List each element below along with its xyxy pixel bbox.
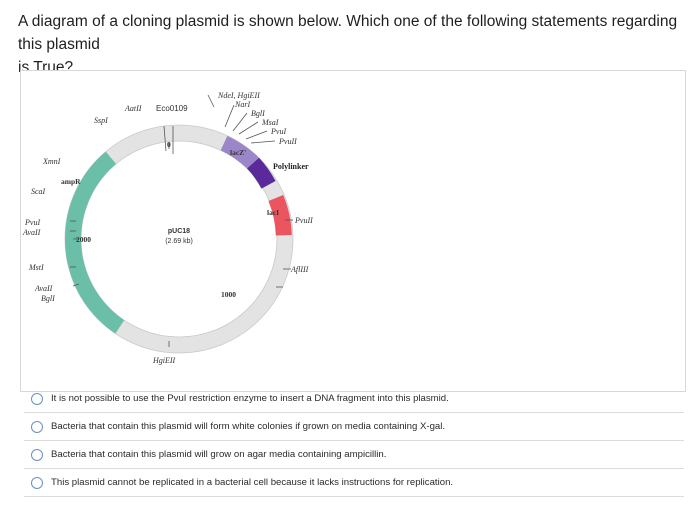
label-pvuII-right: PvuII [294,216,313,225]
label-aatII: AatII [124,104,142,113]
plasmid-map: AatII Eco0109 SspI 0 NdeI, HgiEII NarI B… [22,91,313,365]
plasmid-ring-outer-edge [64,124,294,354]
label-pvuII-top: PvuII [278,137,297,146]
label-2000: 2000 [76,235,91,244]
option-label: This plasmid cannot be replicated in a b… [51,477,454,488]
plasmid-size: (2.69 kb) [165,238,193,245]
label-eco0109: Eco0109 [156,104,188,113]
label-scaI: ScaI [31,187,46,196]
label-bglI-top: BglI [251,109,265,118]
amp-resistance-segment [65,151,125,334]
label-mstI: MstI [28,263,44,272]
option-2[interactable]: Bacteria that contain this plasmid will … [24,413,684,441]
option-4[interactable]: This plasmid cannot be replicated in a b… [24,469,684,497]
option-3[interactable]: Bacteria that contain this plasmid will … [24,441,684,469]
plasmid-diagram-panel: AatII Eco0109 SspI 0 NdeI, HgiEII NarI B… [20,70,686,392]
plasmid-name: pUC18 [168,228,190,235]
radio-button[interactable] [31,448,43,461]
label-bglI-low: BglI [41,294,55,303]
radio-button[interactable] [31,476,43,489]
label-pvuI-left: PvuI [24,218,40,227]
radio-button[interactable] [31,392,43,405]
option-label: It is not possible to use the PvuI restr… [51,393,449,404]
label-lacz: lacZ' [230,148,246,157]
polylinker-segment [246,157,276,189]
label-ampr: ampR [61,177,81,186]
label-polylinker: Polylinker [273,162,309,171]
question-text: A diagram of a cloning plasmid is shown … [18,10,686,79]
answer-options: It is not possible to use the PvuI restr… [24,385,684,497]
radio-button[interactable] [31,420,43,433]
label-narI: NarI [234,100,250,109]
label-msaI: MsaI [261,118,279,127]
question-line-1: A diagram of a cloning plasmid is shown … [18,13,678,53]
laci-segment [268,194,292,236]
option-label: Bacteria that contain this plasmid will … [51,449,387,460]
label-1000: 1000 [221,290,236,299]
label-xmnI: XmnI [42,157,61,166]
label-sspI: SspI [94,116,108,125]
label-laci: lacI [267,208,279,217]
option-label: Bacteria that contain this plasmid will … [51,421,446,432]
label-avaII-left: AvaII [22,228,41,237]
label-aflIII: AflIII [290,265,309,274]
lacz-segment [220,135,259,169]
label-ndeI-hgiEII: NdeI, HgiEII [217,91,260,100]
label-hgiEII-bottom: HgiEII [152,356,176,365]
label-pvuI-top: PvuI [270,127,286,136]
tick-marks [70,94,293,347]
label-avaII-low: AvaII [34,284,53,293]
label-zero: 0 [167,140,171,149]
option-1[interactable]: It is not possible to use the PvuI restr… [24,385,684,413]
